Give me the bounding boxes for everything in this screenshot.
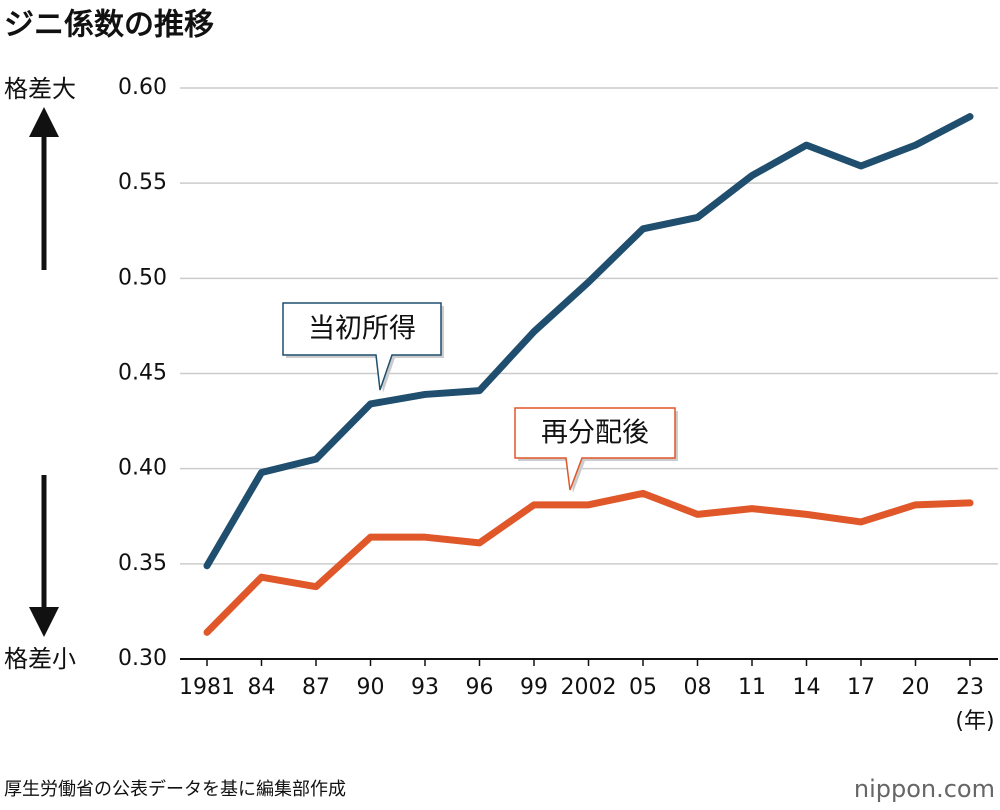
x-tick-label: 84 — [248, 675, 276, 700]
y-tick-label: 0.35 — [118, 551, 167, 576]
x-tick-label: 99 — [520, 675, 548, 700]
series-line — [203, 489, 974, 636]
y-tick-label: 0.30 — [118, 646, 167, 671]
y-tick-label: 0.50 — [118, 265, 167, 290]
x-tick-label: 17 — [847, 675, 875, 700]
x-tick-label: 93 — [411, 675, 439, 700]
callout-box — [282, 302, 442, 391]
legend-label: 再分配後 — [541, 418, 649, 449]
x-tick-label: 05 — [629, 675, 657, 700]
y-tick-label: 0.45 — [118, 361, 167, 386]
y-top-label: 格差大 — [4, 75, 76, 103]
x-tick-label: 23 — [956, 675, 984, 700]
x-tick-label: 87 — [302, 675, 330, 700]
x-tick-label: 2002 — [561, 675, 617, 700]
chart-title: ジニ係数の推移 — [4, 8, 214, 43]
series-line — [203, 113, 974, 570]
x-tick-label: 08 — [684, 675, 712, 700]
x-tick-label: 11 — [738, 675, 766, 700]
x-tick-label: 20 — [902, 675, 930, 700]
logo: nippon.com — [854, 775, 995, 803]
legend-label: 当初所得 — [308, 314, 416, 345]
x-tick-label: 14 — [793, 675, 821, 700]
source: 厚生労働省の公表データを基に編集部作成 — [4, 779, 346, 800]
x-tick-label: 96 — [466, 675, 494, 700]
callout-box — [514, 407, 676, 491]
x-tick-label: 90 — [357, 675, 385, 700]
y-tick-label: 0.40 — [118, 456, 167, 481]
x-tick-label: 1981 — [179, 675, 235, 700]
y-bottom-label: 格差小 — [4, 645, 76, 673]
y-tick-label: 0.55 — [118, 170, 167, 195]
x-unit: (年) — [955, 709, 994, 734]
y-tick-label: 0.60 — [118, 75, 167, 100]
